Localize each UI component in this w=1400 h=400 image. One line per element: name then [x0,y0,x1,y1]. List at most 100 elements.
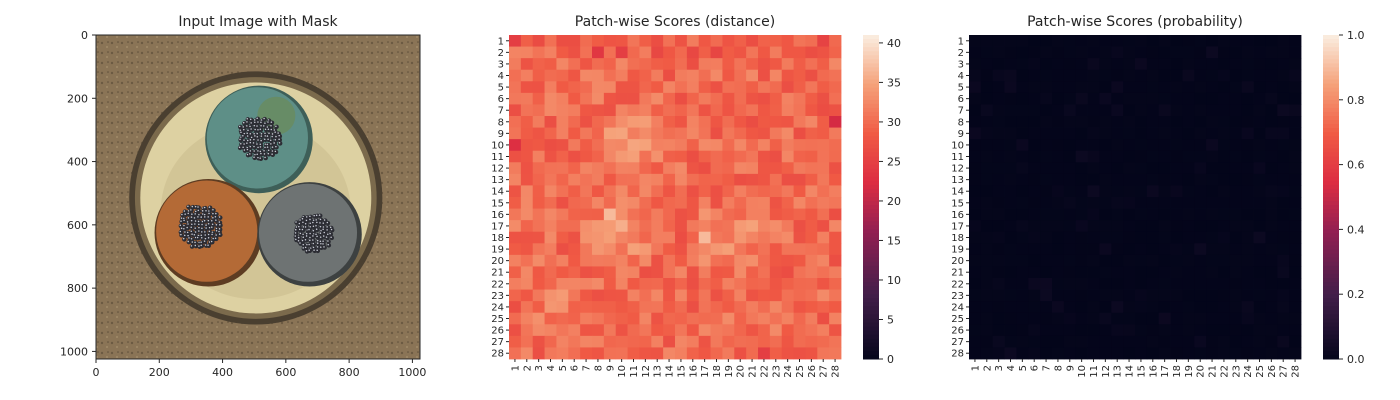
heatmap-cell [675,46,688,59]
heatmap-cell [969,58,982,71]
heatmap-cell [1099,208,1112,221]
colorbar-segment [863,221,879,226]
colorbar-segment [863,184,879,190]
heatmap-cell [793,127,806,140]
heatmap-cell [675,104,688,117]
heatmap-cell [980,231,994,244]
heatmap-cell [544,46,557,59]
heatmap-cell [1052,324,1065,337]
colorbar-segment [1323,71,1339,76]
heatmap-cell [509,324,522,337]
heatmap-cell [1075,92,1088,105]
colorbar-segment [1323,209,1339,214]
heatmap-cell [639,58,652,71]
heatmap-cell [1289,173,1302,186]
heatmap-cell [544,266,557,279]
heatmap-cell [980,81,994,94]
heatmap-cell [1052,92,1065,105]
heatmap-cell [1028,92,1041,105]
heatmap-cell [675,69,688,82]
heatmap-cell [781,312,794,325]
heatmap-cell [686,324,700,337]
heatmap-cell [1253,116,1266,128]
heatmap-cell [1040,266,1053,279]
heatmap-cell [1099,104,1112,117]
heatmap-cell [793,220,806,233]
y-tick-label: 0 [81,29,88,42]
heatmap-cell [969,185,982,198]
heatmap-cell [1229,220,1243,233]
heatmap-cell [532,266,545,279]
heatmap-cell [1218,162,1231,175]
heatmap-cell [603,335,617,348]
panel-1-title: Input Image with Mask [178,14,338,30]
heatmap-cell [1063,173,1077,186]
heatmap-cell [651,58,664,71]
heatmap-cell [1218,220,1231,233]
heatmap-cell [781,220,794,233]
heatmap-cell [1241,127,1254,140]
heatmap-cell [781,301,794,314]
colorbar-segment [1323,124,1339,129]
heatmap-cell [1123,347,1136,360]
colorbar-segment [1323,99,1339,105]
heatmap-cell [675,185,688,198]
heatmap-cell [817,324,830,337]
heatmap-cell [1170,46,1183,59]
heatmap-cell [544,347,557,360]
heatmap-cell [1063,69,1077,82]
heatmap-cell [1289,243,1302,256]
heatmap-cell [1241,139,1254,152]
heatmap-cell [580,324,593,337]
heatmap-cell [1016,335,1029,348]
heatmap-cell [1289,58,1302,71]
heatmap-cell [1135,231,1148,244]
row-label: 24 [951,302,964,313]
heatmap-cell [734,116,747,128]
heatmap-cell [520,69,534,82]
heatmap-cell [1170,92,1183,105]
heatmap-cell [781,231,794,244]
heatmap-cell [793,69,806,82]
heatmap-cell [556,197,569,209]
heatmap-cell [592,197,605,209]
heatmap-cell [1016,301,1029,314]
row-label: 9 [498,129,504,140]
heatmap-cell [568,312,581,325]
heatmap-cell [1063,278,1077,290]
heatmap-cell [544,197,557,209]
heatmap-cell [1194,301,1207,314]
heatmap-cell [1016,254,1029,267]
heatmap-cell [592,278,605,290]
row-label: 11 [951,152,964,163]
heatmap-cell [805,46,818,59]
heatmap-cell [1040,173,1053,186]
heatmap-cell [1040,231,1053,244]
col-label: 12 [641,365,652,378]
heatmap-cell [1099,347,1112,360]
heatmap-cell [1170,173,1183,186]
heatmap-cell [1194,266,1207,279]
heatmap-cell [992,46,1005,59]
row-label: 6 [498,94,504,105]
heatmap-cell [1040,324,1053,337]
heatmap-cell [556,92,569,105]
colorbar-segment [1323,116,1339,121]
heatmap-cell [1052,58,1065,71]
heatmap-cell [1265,139,1278,152]
heatmap-cell [686,208,700,221]
heatmap-cell [627,150,640,163]
heatmap-cell [544,173,557,186]
heatmap-cell [769,347,783,360]
heatmap-cell [769,289,783,302]
heatmap-cell [627,104,640,117]
heatmap-cell [734,139,747,152]
heatmap-cell [1111,92,1124,105]
heatmap-cell [1206,220,1219,233]
heatmap-cell [758,185,771,198]
heatmap-cell [1135,347,1148,360]
heatmap-cell [1253,347,1266,360]
heatmap-cell [1075,324,1088,337]
heatmap-cell [722,220,735,233]
heatmap-cell [1265,116,1278,128]
